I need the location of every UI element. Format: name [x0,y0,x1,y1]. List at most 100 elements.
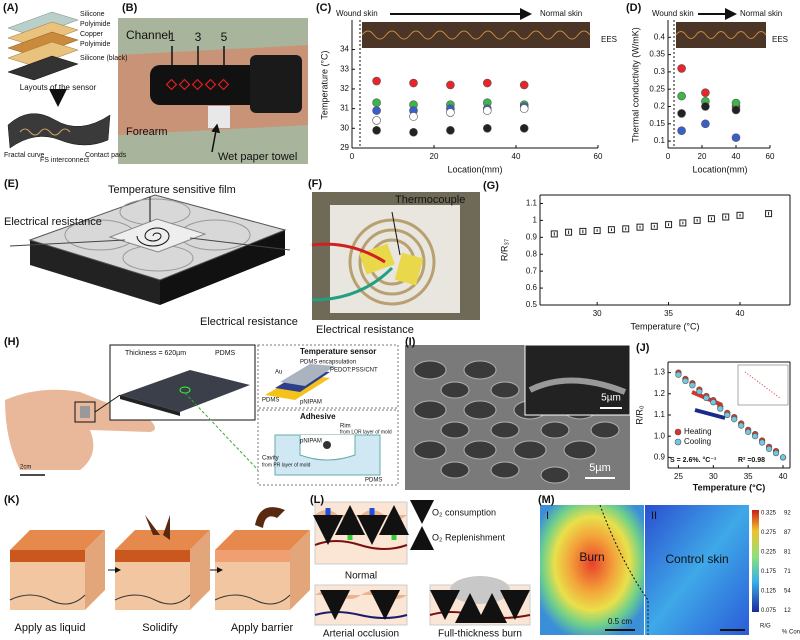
panel-label: (D) [626,2,642,14]
x-tick-label: 25 [674,472,683,481]
point [650,222,658,230]
point [519,80,529,90]
layer-label: PEDOT:PSS/CNT [330,368,378,374]
y-tick-label: 0.4 [654,32,666,41]
colorbar-label: 0.175 [761,569,777,575]
panel-label: (I) [405,336,416,348]
point [745,428,752,436]
point [372,116,381,125]
point [682,377,689,385]
y-tick-label: 0.9 [526,232,538,241]
x-tick-label: 60 [594,152,603,161]
point [693,216,701,224]
y-tick-label: 1 [533,215,538,224]
ees-strips [359,8,767,148]
panel-e-illustration [9,194,291,305]
x-axis-title: Temperature (°C) [693,482,765,492]
region-name: Burn [579,550,604,564]
point [752,433,759,440]
x-tick-label: 20 [698,152,707,161]
panel-b-photo [118,18,308,164]
colorbar-label: 0.225 [761,550,777,556]
annotation: S = 2.6%. °C⁻¹ [670,456,717,464]
x-axis-title: Temperature (°C) [630,321,699,331]
panel-label: (E) [4,178,19,190]
panel-label: (F) [308,178,322,190]
y-tick-label: 29 [340,143,349,152]
y-tick-label: 0.8 [526,249,538,258]
point [519,124,529,133]
panel-h-illustration [5,344,399,486]
point [565,228,573,236]
y-tick-label: 0.25 [649,84,665,93]
region-label: I [546,510,549,522]
y-tick-label: 0.6 [526,283,538,292]
point [482,78,492,88]
point [772,450,780,457]
point [710,399,717,406]
x-tick-label: 30 [709,472,718,481]
point [482,124,492,133]
thermocouple-label: Thermocouple [395,194,465,206]
point [550,230,558,238]
colorbar-label: 71 [784,569,791,575]
scale-label: 0.5 cm [608,617,632,626]
x-tick-label: 30 [593,309,602,318]
point [372,106,381,115]
legend-label: O₂ consumption [432,507,496,517]
step-label: Apply as liquid [15,622,86,634]
annotation: Normal skin [740,9,782,18]
x-axis-title: Location(mm) [447,164,502,174]
part-label: Fractal curve [4,152,45,159]
point [779,454,787,461]
point [689,382,696,389]
y-tick-label: 0.2 [654,102,666,111]
point [677,126,686,136]
y-tick-label: 33 [340,64,349,73]
layer-label: Polyimide [80,41,110,48]
point [731,105,741,115]
annotation: Wound skin [652,9,694,18]
point [372,98,381,108]
x-tick-label: 60 [766,152,775,161]
panel-label: (B) [122,2,138,14]
y-tick-label: 32 [340,84,349,93]
point [736,211,744,219]
point [677,91,686,101]
scale-label: 5µm [601,393,621,404]
panel-j-decor [691,364,789,420]
point [703,394,710,402]
point [409,78,418,88]
colorbar-label: 0.075 [761,608,777,614]
point [765,210,773,218]
annotation: EES [601,35,617,44]
channel-number: 1 [169,30,176,44]
y-tick-label: 0.35 [649,50,665,59]
cavity-note: from PR layer of mold [262,462,311,468]
colorbar-label: 0.325 [761,511,777,517]
point [446,80,455,90]
panel-f-photo [311,192,480,320]
x-tick-label: 40 [512,152,521,161]
point [372,76,381,86]
point [679,219,687,227]
scale-label: 5µm [589,462,611,474]
x-tick-label: 40 [779,472,788,481]
panel-label: (G) [483,180,499,192]
colorbar-unit: R/G [760,624,771,630]
caption: Layouts of the sensor [20,83,97,92]
point [696,388,703,395]
colorbar-label: 81 [784,550,791,556]
point [675,371,682,378]
layer-label: pNIPAM [300,400,322,406]
step-label: Apply barrier [231,622,294,634]
layer-label: PDMS encapsulation [300,360,356,366]
legend-label: Heating [684,427,712,436]
part-label: FS interconnect [40,157,89,164]
resistance-label: Electrical resistance [200,316,298,328]
colorbar-label: 92 [784,511,791,517]
colorbar-label: 12 [784,608,791,614]
point [724,411,731,419]
x-tick-label: 20 [430,152,439,161]
